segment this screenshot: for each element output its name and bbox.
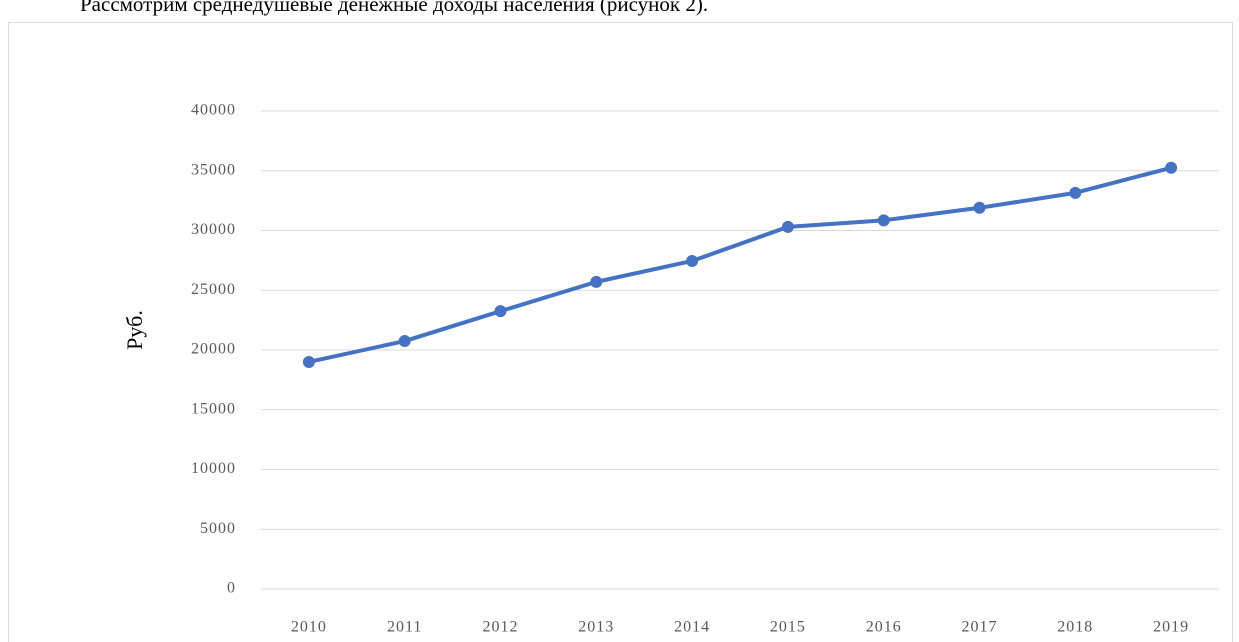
y-tick-label: 20000 [191, 341, 236, 358]
data-point [781, 220, 794, 233]
y-tick-label: 15000 [191, 400, 236, 417]
x-tick-label: 2016 [866, 619, 902, 636]
x-tick-label: 2010 [291, 619, 327, 636]
x-tick-label: 2013 [578, 619, 614, 636]
data-point [398, 335, 411, 348]
y-tick-label: 10000 [191, 460, 236, 477]
y-tick-label: 30000 [191, 221, 236, 238]
x-tick-label: 2014 [674, 619, 710, 636]
chart-frame [8, 22, 1233, 642]
line-series [308, 165, 1172, 364]
x-tick-label: 2018 [1057, 619, 1093, 636]
y-tick-label: 40000 [191, 102, 236, 119]
data-point [1165, 161, 1178, 174]
y-tick-label: 25000 [191, 281, 236, 298]
x-tick-label: 2017 [962, 619, 998, 636]
y-tick-label: 35000 [191, 161, 236, 178]
data-point [1069, 186, 1082, 199]
data-point [590, 275, 603, 288]
y-axis-label: Руб. [122, 310, 147, 350]
y-tick-label: 0 [227, 580, 236, 597]
data-point [973, 201, 986, 214]
data-point [494, 305, 507, 318]
x-tick-label: 2011 [387, 619, 422, 636]
y-tick-label: 5000 [200, 520, 236, 537]
x-tick-label: 2019 [1153, 619, 1189, 636]
data-point [302, 355, 315, 368]
data-point [686, 254, 699, 267]
intro-text: Рассмотрим среднедушевые денежные доходы… [80, 0, 708, 16]
data-point [877, 214, 890, 227]
x-tick-label: 2012 [483, 619, 519, 636]
x-tick-label: 2015 [770, 619, 806, 636]
